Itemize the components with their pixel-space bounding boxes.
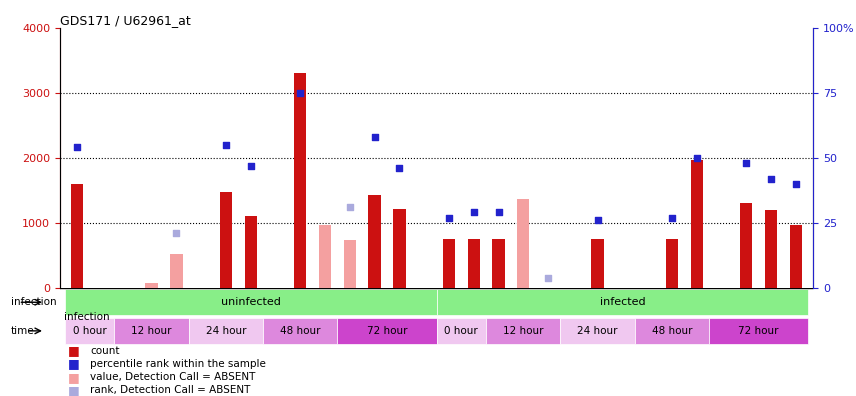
Bar [393, 209, 406, 288]
Text: 12 hour: 12 hour [131, 326, 172, 336]
Point [343, 204, 357, 210]
Bar [691, 160, 703, 288]
Text: 48 hour: 48 hour [280, 326, 320, 336]
Text: infected: infected [599, 297, 645, 307]
Bar [765, 210, 777, 288]
Bar [666, 239, 678, 288]
Bar [789, 225, 802, 288]
Text: ■: ■ [68, 344, 80, 357]
Bar [65, 318, 115, 344]
Bar [437, 318, 486, 344]
Bar [343, 240, 356, 288]
Text: 24 hour: 24 hour [578, 326, 618, 336]
Text: 24 hour: 24 hour [205, 326, 247, 336]
Bar [294, 73, 306, 288]
Bar [437, 289, 808, 315]
Bar [443, 239, 455, 288]
Bar [517, 200, 530, 288]
Bar [492, 238, 505, 288]
Point [764, 175, 778, 182]
Text: 0 hour: 0 hour [444, 326, 479, 336]
Point [541, 274, 555, 281]
Bar [245, 216, 257, 288]
Point [467, 209, 480, 216]
Text: ■: ■ [68, 371, 80, 384]
Text: GDS171 / U62961_at: GDS171 / U62961_at [60, 13, 191, 27]
Bar [189, 318, 263, 344]
Bar [115, 318, 189, 344]
Point [740, 160, 753, 166]
Bar [337, 318, 437, 344]
Point [368, 134, 382, 140]
Text: ■: ■ [68, 384, 80, 396]
Bar [740, 203, 752, 288]
Bar [220, 192, 232, 288]
Text: 48 hour: 48 hour [651, 326, 693, 336]
Point [393, 165, 407, 171]
Text: infection: infection [11, 297, 56, 307]
Text: 12 hour: 12 hour [503, 326, 544, 336]
Bar [709, 318, 808, 344]
Bar [263, 318, 337, 344]
Text: ■: ■ [68, 358, 80, 370]
Text: time: time [11, 326, 34, 336]
Point [591, 217, 604, 223]
Point [294, 89, 307, 96]
Bar [635, 318, 709, 344]
Point [169, 230, 183, 236]
Text: infection: infection [63, 312, 110, 322]
Text: value, Detection Call = ABSENT: value, Detection Call = ABSENT [90, 372, 255, 382]
Bar [65, 289, 437, 315]
Text: percentile rank within the sample: percentile rank within the sample [90, 359, 266, 369]
Point [665, 215, 679, 221]
Bar [467, 239, 480, 288]
Point [219, 142, 233, 148]
Bar [170, 254, 182, 288]
Bar [591, 239, 603, 288]
Point [789, 181, 803, 187]
Point [70, 144, 84, 150]
Bar [71, 184, 84, 288]
Bar [318, 225, 331, 288]
Point [690, 155, 704, 161]
Text: 0 hour: 0 hour [73, 326, 106, 336]
Text: uninfected: uninfected [221, 297, 281, 307]
Point [244, 162, 258, 169]
Text: count: count [90, 346, 120, 356]
Text: 72 hour: 72 hour [366, 326, 407, 336]
Text: 72 hour: 72 hour [739, 326, 779, 336]
Bar [486, 318, 561, 344]
Bar [146, 283, 158, 288]
Text: rank, Detection Call = ABSENT: rank, Detection Call = ABSENT [90, 385, 251, 395]
Point [442, 215, 455, 221]
Bar [561, 318, 635, 344]
Point [491, 209, 505, 216]
Bar [368, 195, 381, 288]
